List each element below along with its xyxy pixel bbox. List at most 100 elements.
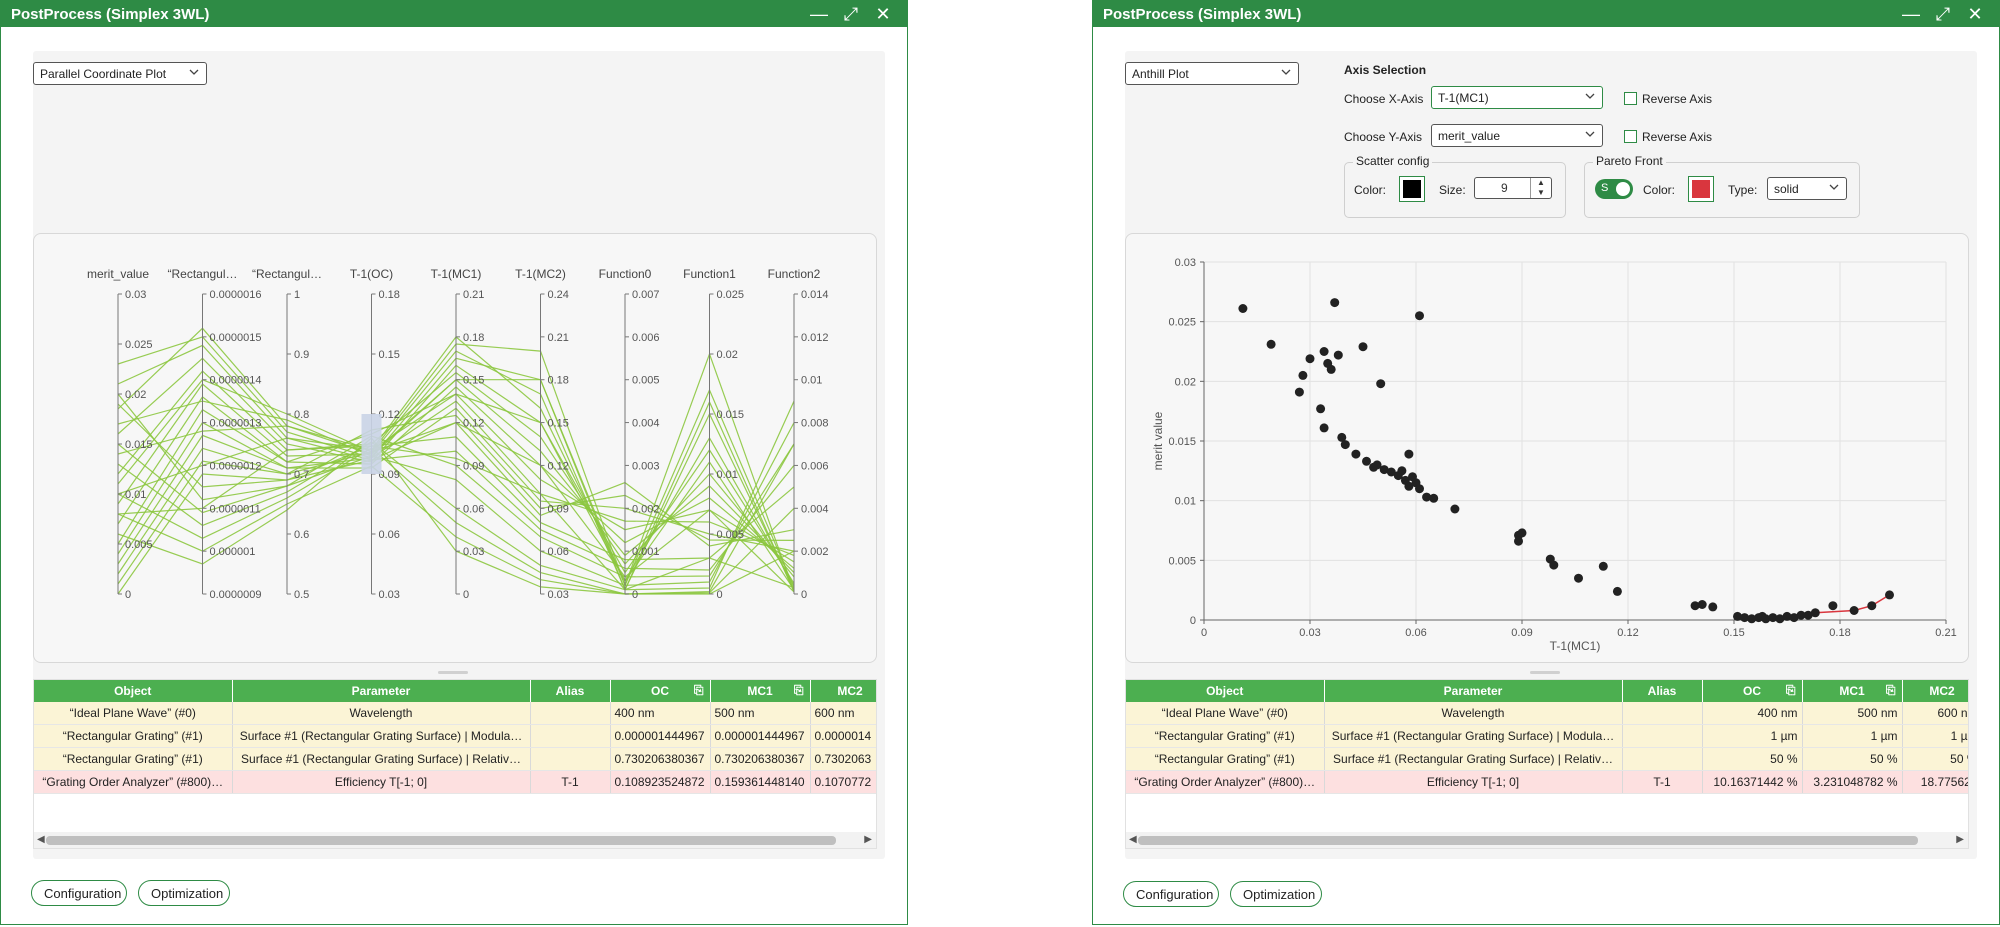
scrollbar-thumb[interactable] — [46, 836, 836, 845]
column-header[interactable]: MC1 ⎘ — [1802, 680, 1903, 702]
scatter-point[interactable] — [1708, 602, 1718, 612]
table-row[interactable]: “Ideal Plane Wave” (#0) Wavelength 400 nm 5… — [34, 702, 876, 725]
scatter-point[interactable] — [1574, 573, 1583, 583]
column-header[interactable]: Parameter — [232, 680, 531, 702]
scatter-color-picker[interactable] — [1399, 176, 1425, 202]
scatter-point[interactable] — [1397, 466, 1407, 476]
configuration-button[interactable]: Configuration — [1123, 881, 1219, 907]
scatter-point[interactable] — [1266, 339, 1276, 349]
scatter-point[interactable] — [1386, 467, 1396, 477]
scatter-point[interactable] — [1768, 613, 1778, 623]
scatter-point[interactable] — [1351, 449, 1361, 459]
scatter-point[interactable] — [1358, 342, 1368, 352]
pareto-front-toggle[interactable]: S — [1595, 179, 1633, 199]
scatter-point[interactable] — [1697, 600, 1707, 609]
scatter-point[interactable] — [1761, 614, 1771, 624]
column-header[interactable]: Object — [1126, 680, 1325, 702]
scatter-point[interactable] — [1379, 465, 1389, 475]
scatter-point[interactable] — [1549, 560, 1559, 570]
scatter-point[interactable] — [1415, 311, 1424, 321]
resize-handle[interactable] — [1530, 671, 1560, 674]
stepper-icon[interactable]: ▲ ▼ — [1530, 178, 1551, 198]
y-axis-select[interactable]: merit_value — [1431, 124, 1603, 147]
scatter-point[interactable] — [1598, 561, 1608, 571]
column-header[interactable]: Alias — [530, 680, 611, 702]
maximize-icon[interactable]: ⤢ — [843, 4, 859, 24]
table-row[interactable]: “Grating Order Analyzer” (#800)… Efficien… — [34, 770, 876, 794]
scatter-point[interactable] — [1450, 504, 1460, 514]
scatter-point[interactable] — [1305, 354, 1315, 364]
scatter-point[interactable] — [1803, 610, 1813, 620]
column-settings-icon[interactable]: ⎘ — [793, 683, 804, 697]
column-settings-icon[interactable]: ⎘ — [693, 683, 704, 697]
column-header[interactable]: Object — [34, 680, 233, 702]
scroll-left-icon[interactable]: ◀ — [37, 834, 45, 845]
parallel-coordinate-svg[interactable]: merit_value 0.03 0.025 0.02 0.015 0.01 0.005 0 “… — [34, 234, 876, 662]
close-icon[interactable]: ✕ — [1967, 4, 1983, 24]
column-settings-icon[interactable]: ⎘ — [1885, 683, 1896, 697]
reverse-y-axis-checkbox[interactable] — [1624, 130, 1637, 143]
plot-type-select[interactable]: Parallel Coordinate Plot — [33, 62, 207, 85]
scatter-point[interactable] — [1782, 611, 1792, 621]
configuration-button[interactable]: Configuration — [31, 880, 127, 906]
column-header[interactable]: OC ⎘ — [610, 680, 711, 702]
scatter-point[interactable] — [1733, 611, 1742, 621]
column-header[interactable]: MC1 ⎘ — [710, 680, 811, 702]
x-axis-select[interactable]: T-1(MC1) — [1431, 86, 1603, 109]
horizontal-scrollbar[interactable]: ◀ ▶ — [1126, 832, 1968, 848]
scatter-point[interactable] — [1333, 350, 1343, 360]
scroll-left-icon[interactable]: ◀ — [1129, 834, 1137, 845]
pareto-type-select[interactable]: solid — [1767, 177, 1847, 200]
column-settings-icon[interactable]: ⎘ — [1785, 683, 1796, 697]
title-bar[interactable]: PostProcess (Simplex 3WL) — ⤢ ✕ — [1, 1, 907, 27]
scroll-right-icon[interactable]: ▶ — [1956, 834, 1964, 845]
scatter-point[interactable] — [1415, 484, 1424, 494]
scatter-point[interactable] — [1514, 536, 1523, 546]
scatter-point[interactable] — [1376, 379, 1386, 389]
optimization-button[interactable]: Optimization — [1230, 881, 1322, 907]
maximize-icon[interactable]: ⤢ — [1935, 4, 1951, 24]
axis-brush[interactable] — [361, 414, 382, 474]
column-header[interactable]: MC2 — [1902, 680, 1968, 702]
table-row[interactable]: “Ideal Plane Wave” (#0) Wavelength 400 nm 5… — [1126, 702, 1968, 725]
scatter-point[interactable] — [1612, 586, 1622, 596]
table-row[interactable]: “Rectangular Grating” (#1) Surface #1 (Re… — [34, 724, 876, 748]
anthill-scatter-svg[interactable]: 0 0.03 0.06 0.09 0.12 0.15 0.18 0.21 0 0.005 0.01 0… — [1126, 234, 1968, 662]
column-header[interactable]: MC2 — [810, 680, 876, 702]
horizontal-scrollbar[interactable]: ◀ ▶ — [34, 832, 876, 848]
close-icon[interactable]: ✕ — [875, 4, 891, 24]
scatter-point[interactable] — [1775, 614, 1785, 624]
scatter-point[interactable] — [1326, 364, 1336, 374]
scatter-point[interactable] — [1690, 601, 1700, 611]
title-bar[interactable]: PostProcess (Simplex 3WL) — ⤢ ✕ — [1093, 1, 1999, 27]
scatter-size-input[interactable]: 9 ▲ ▼ — [1474, 177, 1552, 199]
pareto-color-picker[interactable] — [1688, 176, 1714, 202]
scroll-right-icon[interactable]: ▶ — [864, 834, 872, 845]
scatter-point[interactable] — [1517, 528, 1527, 538]
minimize-icon[interactable]: — — [1902, 4, 1920, 24]
scatter-point[interactable] — [1340, 440, 1350, 450]
table-row[interactable]: “Rectangular Grating” (#1) Surface #1 (Re… — [1126, 724, 1968, 748]
scatter-point[interactable] — [1372, 460, 1382, 470]
scatter-point[interactable] — [1828, 601, 1838, 611]
scatter-point[interactable] — [1319, 423, 1329, 433]
scrollbar-thumb[interactable] — [1138, 836, 1918, 845]
scatter-point[interactable] — [1330, 298, 1340, 308]
scatter-point[interactable] — [1404, 481, 1414, 491]
scatter-point[interactable] — [1796, 610, 1806, 620]
scatter-point[interactable] — [1294, 387, 1304, 397]
column-header[interactable]: Parameter — [1324, 680, 1623, 702]
scatter-point[interactable] — [1298, 370, 1308, 380]
scatter-point[interactable] — [1747, 614, 1757, 624]
scatter-point[interactable] — [1404, 449, 1414, 459]
scatter-point[interactable] — [1316, 404, 1326, 414]
table-row[interactable]: “Grating Order Analyzer” (#800)… Efficien… — [1126, 770, 1968, 794]
scatter-point[interactable] — [1429, 493, 1439, 503]
minimize-icon[interactable]: — — [810, 4, 828, 24]
scatter-point[interactable] — [1740, 613, 1750, 623]
scatter-point[interactable] — [1885, 590, 1894, 600]
column-header[interactable]: Alias — [1622, 680, 1703, 702]
scatter-point[interactable] — [1849, 606, 1859, 615]
scatter-point[interactable] — [1810, 608, 1820, 618]
optimization-button[interactable]: Optimization — [138, 880, 230, 906]
